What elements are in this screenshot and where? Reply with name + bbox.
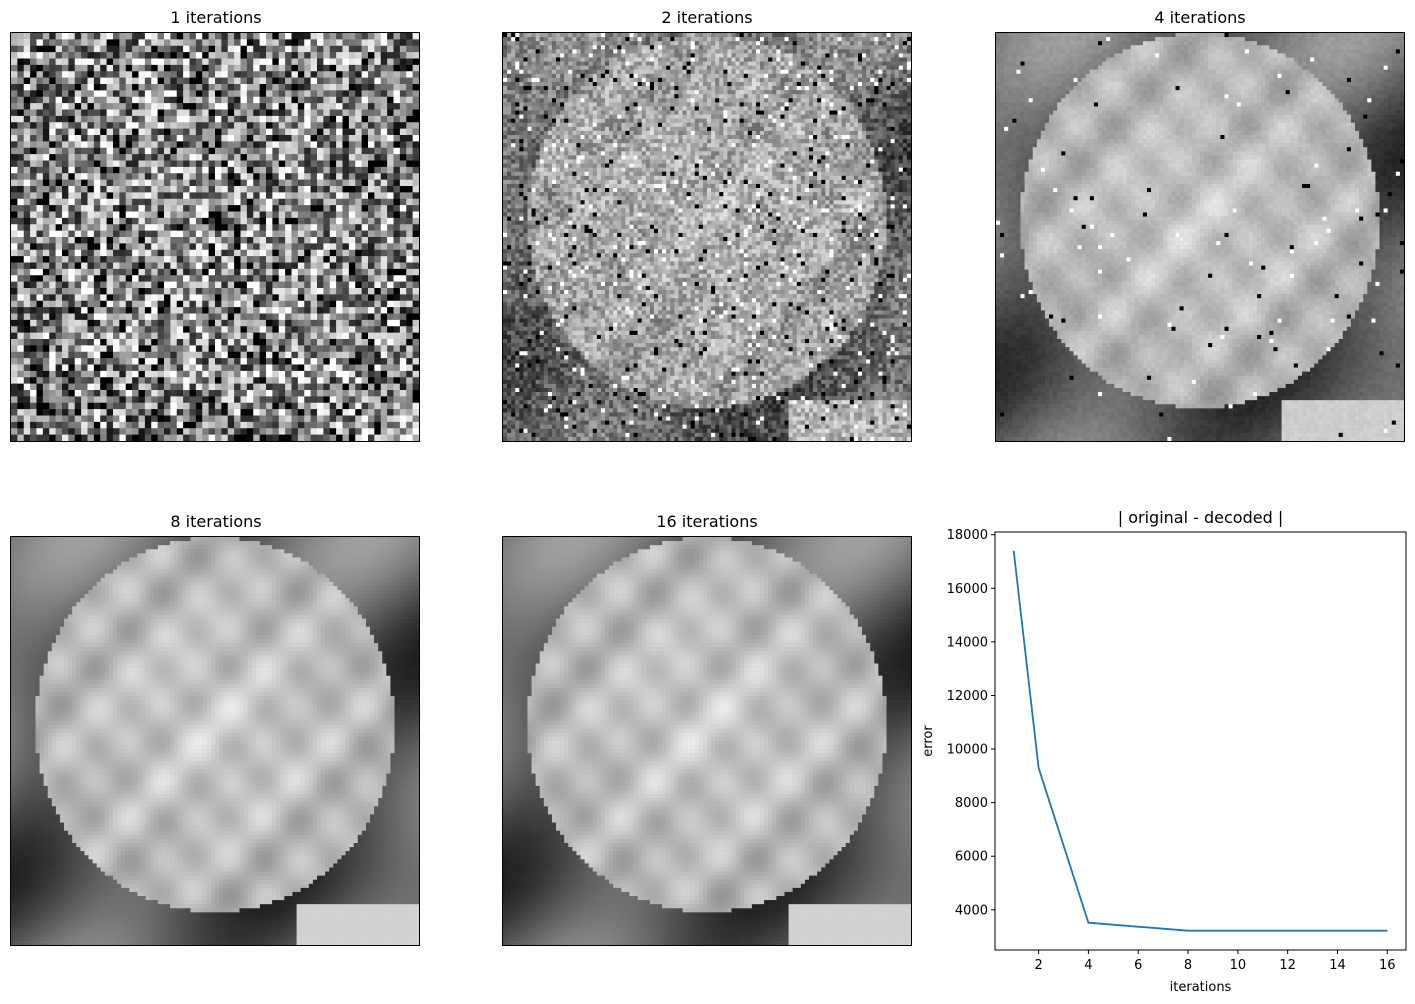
x-tick-label: 6 [1134, 958, 1142, 973]
x-tick-label: 14 [1329, 958, 1346, 973]
panel-16-title: 16 iterations [656, 512, 757, 531]
x-tick-label: 4 [1084, 958, 1092, 973]
panel-8-title: 8 iterations [170, 512, 261, 531]
y-tick-label: 16000 [947, 582, 988, 597]
x-tick-label: 16 [1379, 958, 1396, 973]
y-axis-label: error [921, 725, 936, 757]
y-tick-label: 18000 [947, 528, 988, 543]
panel-4-title: 4 iterations [1154, 8, 1245, 27]
y-tick-label: 14000 [947, 635, 988, 650]
panel-2-title: 2 iterations [661, 8, 752, 27]
plot-frame [994, 531, 1407, 951]
panel-1-image [10, 32, 420, 442]
x-tick-label: 10 [1230, 958, 1247, 973]
chart-title: | original - decoded | [1118, 508, 1283, 527]
y-tick-label: 8000 [955, 796, 988, 811]
panel-8-image [10, 536, 420, 946]
panel-4-image [995, 32, 1405, 442]
panel-16-image [502, 536, 912, 946]
panel-2-image [502, 32, 912, 442]
y-tick-label: 10000 [947, 743, 988, 758]
y-tick-label: 4000 [955, 903, 988, 918]
x-tick-label: 12 [1279, 958, 1296, 973]
error-series-line [1012, 550, 1388, 932]
x-tick-label: 2 [1034, 958, 1042, 973]
y-tick-label: 6000 [955, 850, 988, 865]
x-axis-label: iterations [1170, 980, 1232, 995]
x-tick-label: 8 [1184, 958, 1192, 973]
y-tick-label: 12000 [947, 689, 988, 704]
panel-1-title: 1 iterations [170, 8, 261, 27]
